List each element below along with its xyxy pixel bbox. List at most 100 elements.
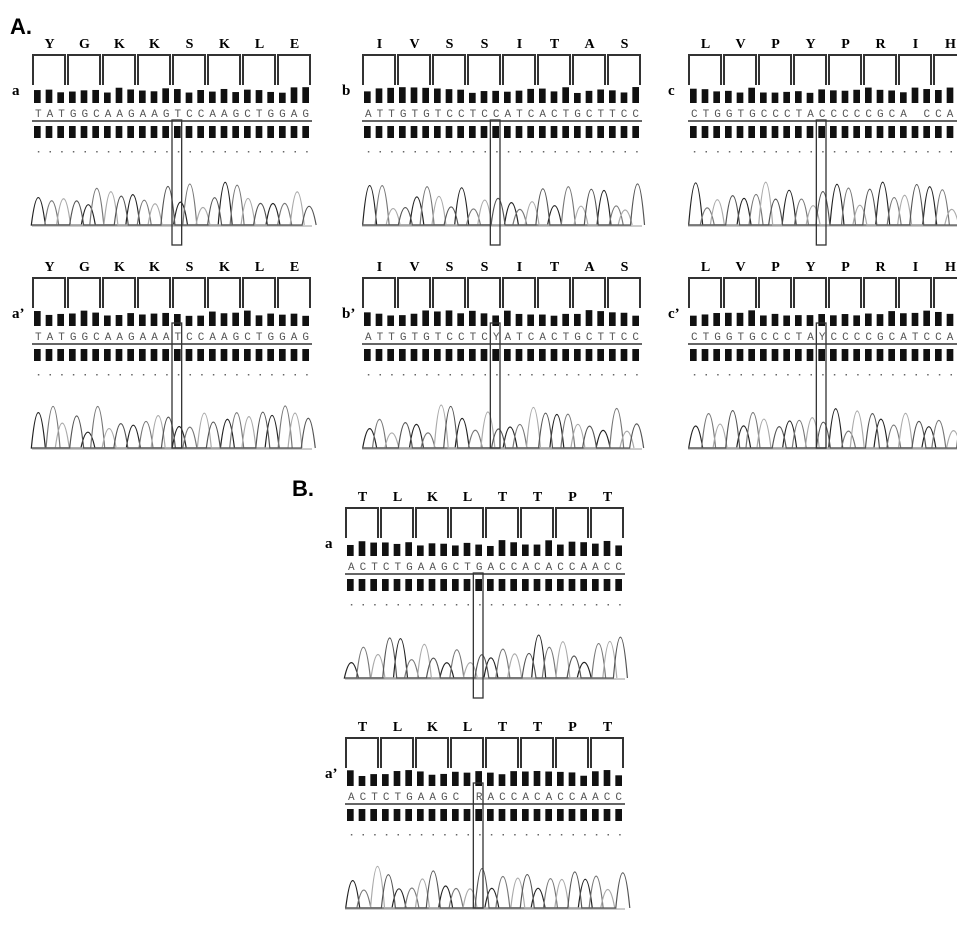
quality-bar <box>34 90 41 103</box>
quality-bar <box>410 349 418 361</box>
quality-bar <box>492 90 499 103</box>
quality-bar <box>417 771 424 786</box>
amino-acid: L <box>255 260 264 275</box>
dot <box>467 834 469 836</box>
dot <box>705 151 707 153</box>
quality-bar <box>713 313 720 326</box>
codon-bracket <box>502 277 536 308</box>
quality-bar <box>713 349 720 361</box>
quality-bar <box>115 349 123 361</box>
amino-acid: T <box>533 490 543 505</box>
quality-bar <box>370 579 377 591</box>
dot <box>84 151 86 153</box>
amino-acid: L <box>701 260 710 275</box>
quality-bar <box>632 126 639 138</box>
codon-bracket <box>793 277 827 308</box>
quality-bar <box>632 315 639 326</box>
quality-bar <box>244 310 251 326</box>
quality-bar <box>603 809 611 821</box>
codon-bracket <box>450 737 484 768</box>
codon-bracket <box>898 277 932 308</box>
quality-bar <box>876 126 884 138</box>
dot <box>577 374 580 376</box>
amino-acid: S <box>446 260 454 275</box>
quality-bar <box>255 349 263 361</box>
trace <box>688 182 957 226</box>
quality-bar <box>463 579 471 591</box>
quality-bar <box>603 579 611 591</box>
quality-bar <box>457 349 464 361</box>
dot <box>432 834 434 836</box>
mutation-highlight <box>489 322 501 449</box>
amino-acid: V <box>735 260 745 275</box>
dot <box>402 151 405 153</box>
amino-acid: K <box>427 720 438 735</box>
dot <box>636 374 638 376</box>
quality-bar <box>347 770 354 786</box>
quality-bar <box>615 809 622 821</box>
quality-bar <box>255 126 263 138</box>
codon-bracket <box>467 54 501 85</box>
trace <box>343 634 592 679</box>
quality-bar <box>302 315 309 326</box>
quality-bar <box>387 87 394 103</box>
dot <box>350 604 353 606</box>
codon-bracket <box>432 277 466 308</box>
quality-bar <box>841 90 849 103</box>
dot <box>915 374 917 376</box>
quality-bar <box>139 90 146 103</box>
codon-bracket <box>863 277 897 308</box>
sequence: ACTCTGAAGC RACCACACCAACC <box>348 792 622 804</box>
amino-acid: P <box>771 260 780 275</box>
dot <box>728 151 731 153</box>
quality-bar <box>690 315 697 326</box>
trace <box>362 183 646 226</box>
dot <box>294 374 296 376</box>
amino-acid: S <box>186 260 194 275</box>
quality-bar <box>574 126 581 138</box>
codon-bracket <box>758 54 792 85</box>
quality-bar <box>255 315 263 326</box>
quality-bar <box>806 92 814 103</box>
dot <box>201 374 203 376</box>
dot <box>857 151 859 153</box>
quality-bar <box>279 92 286 103</box>
quality-bar <box>504 310 511 326</box>
quality-bar <box>736 92 744 103</box>
dot <box>787 374 789 376</box>
dot <box>367 151 370 153</box>
dot <box>584 834 586 836</box>
quality-bar <box>92 126 99 138</box>
quality-bar <box>244 349 251 361</box>
amino-acid: I <box>377 37 382 52</box>
dot <box>549 604 551 606</box>
quality-bar <box>475 579 482 591</box>
quality-bar <box>935 311 942 326</box>
dot <box>752 151 754 153</box>
codon-bracket <box>380 507 414 538</box>
amino-acid: A <box>584 37 595 52</box>
quality-bar <box>515 126 523 138</box>
chromatogram-panel: a T L K L T T P T ACTCTGAAGCTGACCACACCAACC <box>325 490 629 699</box>
dot <box>437 151 440 153</box>
quality-bar <box>69 349 76 361</box>
amino-acid: S <box>621 37 629 52</box>
quality-bar <box>445 126 453 138</box>
section-title: B. <box>292 476 314 501</box>
codon-bracket <box>485 507 519 538</box>
codon-bracket <box>397 54 431 85</box>
quality-bar <box>795 315 802 326</box>
quality-bar <box>527 349 534 361</box>
quality-bar <box>900 313 907 326</box>
quality-bar <box>585 349 593 361</box>
trace <box>345 641 618 679</box>
quality-bar <box>557 809 564 821</box>
sequence: ATTGTGTCCTCCATCACTGCTTCC <box>365 109 639 121</box>
amino-acid: K <box>114 260 125 275</box>
quality-bar <box>545 579 552 591</box>
quality-bar <box>550 91 558 103</box>
dot <box>717 374 719 376</box>
amino-acid: S <box>621 260 629 275</box>
quality-bar <box>690 349 697 361</box>
quality-bar <box>457 313 464 326</box>
